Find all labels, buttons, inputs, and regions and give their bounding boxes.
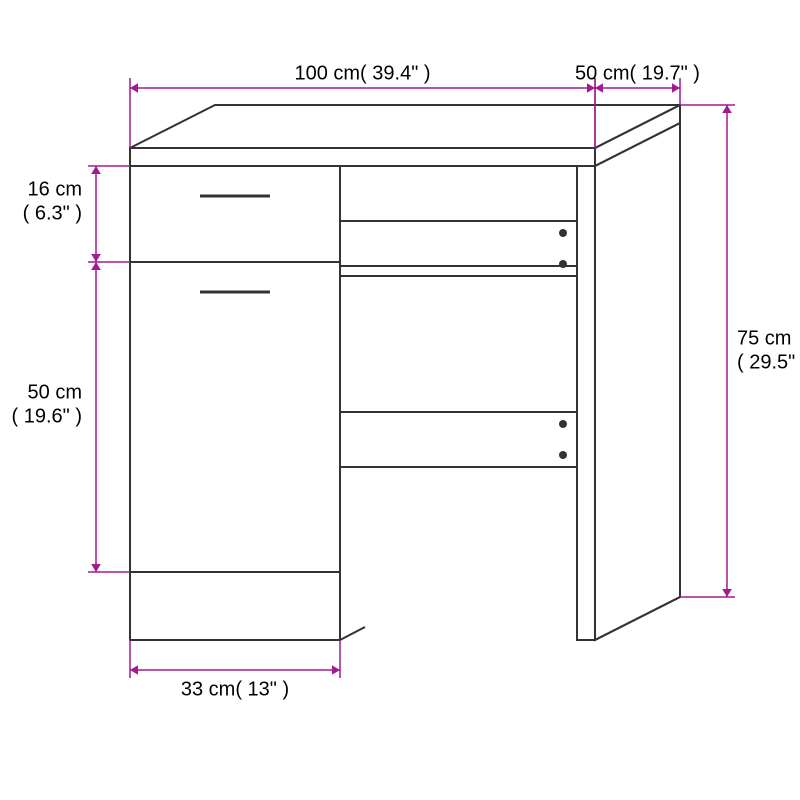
svg-text:100 cm( 39.4" ): 100 cm( 39.4" ) <box>294 62 430 84</box>
dimension-diagram: 100 cm( 39.4" ) 50 cm( 19.7" ) 75 cm( 29.5… <box>0 0 800 800</box>
svg-text:50 cm( 19.7" ): 50 cm( 19.7" ) <box>575 62 700 84</box>
svg-text:50 cm: 50 cm <box>28 381 82 403</box>
svg-text:( 29.5" ): ( 29.5" ) <box>737 351 800 373</box>
svg-text:( 6.3" ): ( 6.3" ) <box>23 202 82 224</box>
svg-text:( 19.6" ): ( 19.6" ) <box>12 405 82 427</box>
svg-text:33 cm( 13" ): 33 cm( 13" ) <box>181 678 289 700</box>
svg-text:16 cm: 16 cm <box>28 178 82 200</box>
svg-text:75 cm: 75 cm <box>737 327 791 349</box>
